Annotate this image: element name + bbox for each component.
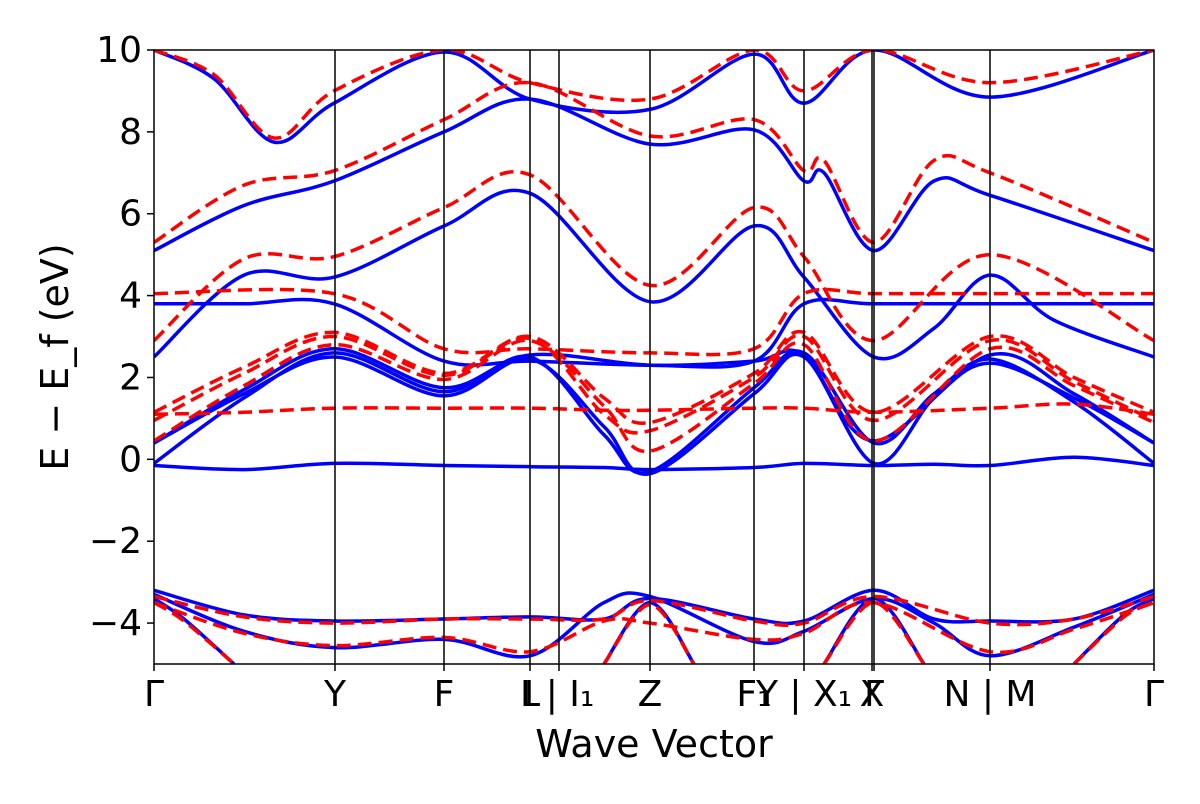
y-tick-label-4: 4 (119, 276, 142, 317)
band-line-dashed-4 (154, 287, 1154, 357)
band-line-dashed-0 (154, 402, 1154, 417)
x-tick-label-6: F₁ (736, 674, 771, 715)
x-tick-label-2: F (434, 674, 455, 715)
band-line-solid-2 (154, 349, 1154, 475)
band-line-solid-5 (154, 188, 1154, 361)
x-tick-label-4: I | I₁ (524, 674, 595, 715)
x-tick-label-0: Γ (144, 674, 164, 715)
x-tick-label-9: Γ (864, 674, 884, 715)
band-line-dashed-6 (154, 80, 1154, 245)
band-line-dashed-13 (1072, 600, 1154, 664)
plot-frame (153, 49, 1155, 665)
band-line-solid-6 (154, 97, 1154, 253)
x-tick-label-5: Z (638, 674, 663, 715)
x-tick-label-8: X (860, 674, 885, 715)
band-line-solid-8 (154, 588, 1154, 626)
y-tick-label-3: 2 (119, 357, 142, 398)
band-line-solid-1 (154, 352, 1154, 476)
y-tick-label-2: 0 (119, 439, 142, 480)
y-tick-label-6: 8 (119, 112, 142, 153)
x-tick-label-10: N | M (943, 674, 1036, 715)
band-line-dashed-12 (822, 600, 926, 664)
band-line-solid-7 (154, 50, 1154, 145)
y-tick-label-1: −2 (89, 521, 142, 562)
band-line-dashed-9 (154, 600, 1154, 655)
y-tick-label-0: −4 (89, 603, 142, 644)
x-tick-label-1: Y (323, 674, 347, 715)
x-axis-label: Wave Vector (535, 722, 773, 766)
band-line-dashed-5 (154, 170, 1154, 343)
band-line-dashed-7 (154, 50, 1154, 140)
y-tick-label-5: 6 (119, 194, 142, 235)
high-symmetry-lines (334, 50, 991, 664)
y-axis-ticks: −4 −2 0 2 4 6 8 10 (89, 30, 154, 644)
bands-layer (154, 50, 1154, 664)
band-line-dashed-10 (154, 601, 236, 664)
y-tick-label-7: 10 (96, 30, 142, 71)
y-axis-label: E − E_f (eV) (33, 243, 77, 471)
band-line-solid-0 (154, 455, 1154, 472)
x-tick-label-11: Γ (1144, 674, 1164, 715)
x-tick-label-3: L (520, 674, 540, 715)
x-tick-label-7: Y | X₁ (755, 674, 852, 715)
